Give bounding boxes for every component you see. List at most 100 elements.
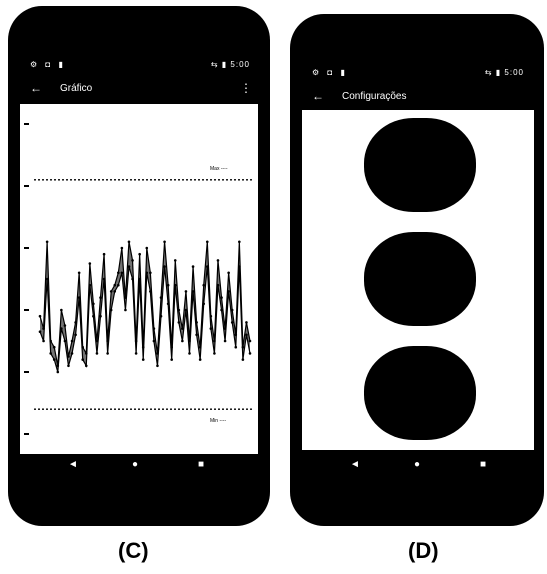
data-point: [102, 252, 106, 256]
data-point: [120, 271, 124, 275]
data-point: [152, 339, 156, 343]
data-point: [170, 358, 173, 361]
data-point: [202, 283, 206, 287]
data-point: [245, 321, 248, 324]
data-point: [124, 308, 127, 312]
line-chart: Max ---- Min ----: [24, 123, 254, 435]
data-point: [60, 308, 63, 312]
upper-threshold-label: Max ----: [210, 166, 228, 172]
data-point: [198, 358, 202, 361]
data-point: [88, 283, 92, 287]
data-point: [109, 290, 113, 293]
data-point: [92, 302, 95, 306]
data-point: [70, 352, 74, 355]
data-point: [81, 358, 85, 361]
data-point: [113, 283, 117, 287]
data-point: [173, 259, 177, 262]
setting-toggle-3[interactable]: [364, 346, 476, 440]
data-point: [184, 308, 188, 312]
y-axis-tick: [24, 185, 29, 187]
data-point: [120, 246, 124, 250]
system-nav-bar: ◄ ● ■: [8, 456, 270, 476]
data-point: [84, 364, 88, 368]
data-point: [99, 314, 102, 318]
y-axis-tick: [24, 123, 29, 125]
data-point: [234, 345, 238, 349]
data-point: [60, 327, 63, 330]
data-point: [245, 333, 248, 337]
nav-home-icon[interactable]: ●: [414, 459, 421, 470]
system-nav-bar: ◄ ● ■: [290, 456, 544, 476]
data-point: [184, 290, 188, 293]
data-point: [163, 265, 166, 268]
data-point: [52, 358, 56, 361]
data-point: [131, 277, 134, 281]
data-point: [202, 302, 206, 306]
data-point: [113, 290, 117, 293]
data-point: [77, 271, 81, 275]
data-point: [238, 240, 241, 244]
nav-recent-icon[interactable]: ■: [480, 459, 487, 470]
data-point: [227, 290, 230, 293]
data-point: [230, 321, 234, 324]
data-point: [220, 308, 223, 312]
data-point: [181, 327, 184, 330]
data-point: [145, 246, 149, 250]
page-title: Gráfico: [60, 83, 93, 94]
arrow-left-icon[interactable]: ←: [30, 81, 42, 95]
more-vertical-icon[interactable]: ⋮: [240, 81, 252, 95]
nav-back-icon[interactable]: ◄: [68, 459, 78, 470]
data-point: [173, 283, 177, 287]
data-point: [141, 358, 145, 361]
data-point: [188, 352, 191, 355]
data-point: [205, 240, 209, 244]
data-point: [117, 271, 120, 275]
data-point: [149, 290, 152, 293]
data-point: [99, 296, 102, 299]
lower-threshold-label: Min ----: [210, 418, 226, 424]
data-point: [230, 308, 234, 312]
nav-back-icon[interactable]: ◄: [350, 459, 360, 470]
data-point: [102, 277, 106, 281]
data-point: [127, 265, 131, 268]
data-point: [138, 252, 141, 256]
arrow-left-icon[interactable]: ←: [312, 89, 324, 103]
status-bar: ⚙ ◘ ▮ ⇆ ▮ 5:00: [8, 58, 270, 74]
data-point: [166, 283, 170, 287]
data-point: [145, 271, 149, 275]
data-point: [38, 330, 42, 333]
data-point: [163, 240, 166, 244]
page-title: Configurações: [342, 91, 407, 102]
data-point: [223, 339, 227, 343]
data-point: [109, 308, 113, 312]
data-point: [220, 296, 223, 299]
phone-d: ⚙ ◘ ▮ ⇆ ▮ 5:00 ← Configurações ◄ ● ■: [290, 14, 544, 526]
setting-toggle-1[interactable]: [364, 118, 476, 212]
y-axis-tick: [24, 433, 29, 435]
chart-area: Max ---- Min ----: [20, 104, 258, 454]
data-point: [88, 262, 92, 265]
data-point: [227, 271, 230, 275]
nav-recent-icon[interactable]: ■: [198, 459, 205, 470]
data-point: [74, 333, 77, 337]
data-point: [209, 327, 213, 330]
setting-toggle-2[interactable]: [364, 232, 476, 326]
data-point: [49, 352, 52, 355]
status-icons-left: ⚙ ◘ ▮: [30, 60, 66, 69]
data-point: [216, 283, 220, 287]
data-point: [177, 321, 181, 324]
data-point: [134, 352, 138, 355]
data-point: [191, 265, 195, 268]
data-point: [191, 290, 195, 293]
data-point: [42, 339, 45, 343]
data-point: [70, 339, 74, 343]
data-point: [159, 296, 163, 299]
nav-home-icon[interactable]: ●: [132, 459, 139, 470]
caption-d: (D): [408, 538, 439, 563]
data-point: [159, 314, 163, 318]
data-point: [166, 302, 170, 306]
data-point: [67, 364, 70, 368]
data-point: [216, 259, 220, 262]
data-point: [181, 339, 184, 343]
data-point: [156, 364, 159, 368]
